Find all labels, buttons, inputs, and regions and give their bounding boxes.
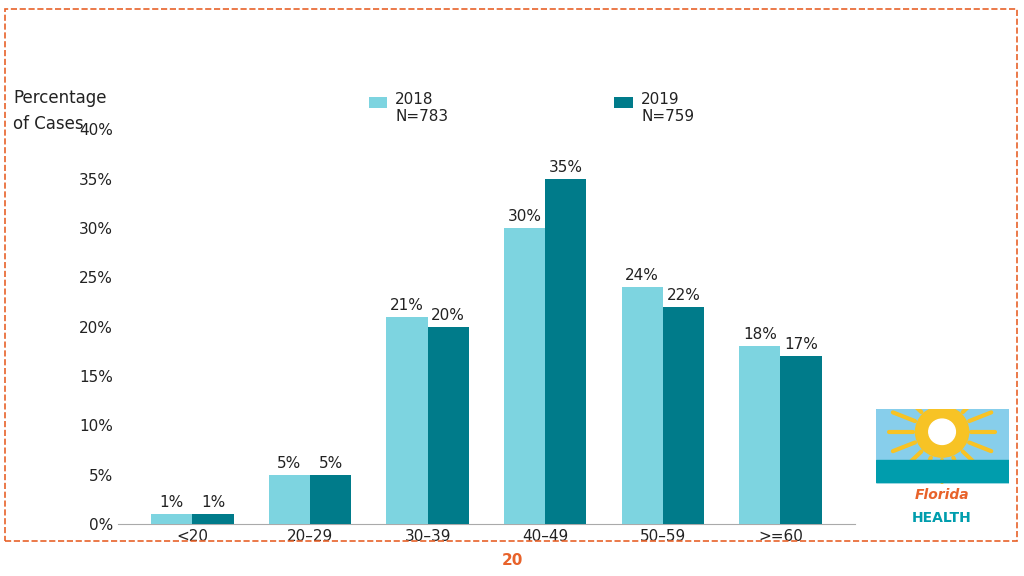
- Bar: [504, 228, 545, 524]
- Circle shape: [929, 419, 955, 445]
- Text: of Cases: of Cases: [13, 115, 84, 133]
- Bar: [545, 179, 587, 524]
- Text: Percentage: Percentage: [13, 89, 106, 107]
- Text: 21%: 21%: [390, 298, 424, 313]
- Bar: [739, 346, 780, 524]
- Bar: [428, 327, 469, 524]
- Bar: [876, 460, 1009, 483]
- Text: Florida: Florida: [914, 488, 970, 502]
- Text: 18%: 18%: [742, 328, 777, 343]
- Bar: [310, 475, 351, 524]
- Text: 30%: 30%: [508, 209, 542, 224]
- Text: 20%: 20%: [431, 308, 465, 323]
- Text: 5%: 5%: [318, 456, 343, 471]
- Bar: [386, 317, 428, 524]
- Text: 1%: 1%: [160, 495, 184, 510]
- Text: 35%: 35%: [549, 160, 583, 175]
- Bar: [780, 357, 821, 524]
- Text: 2019: 2019: [641, 92, 680, 107]
- Text: 20: 20: [502, 552, 522, 568]
- Bar: [152, 514, 193, 524]
- Text: 2018: 2018: [395, 92, 434, 107]
- Text: 17%: 17%: [784, 338, 818, 353]
- Bar: [876, 409, 1009, 483]
- Bar: [622, 287, 663, 524]
- Bar: [193, 514, 233, 524]
- Bar: [876, 409, 1009, 483]
- Text: 22%: 22%: [667, 288, 700, 303]
- Text: 5%: 5%: [278, 456, 301, 471]
- Text: N=759: N=759: [641, 109, 694, 124]
- Circle shape: [915, 407, 969, 457]
- Circle shape: [123, 548, 901, 572]
- Text: Acute Hepatitis B by Age Group: Acute Hepatitis B by Age Group: [140, 21, 884, 63]
- Text: 24%: 24%: [626, 268, 659, 283]
- Bar: [269, 475, 310, 524]
- Bar: [663, 307, 703, 524]
- Text: N=783: N=783: [395, 109, 449, 124]
- Text: 1%: 1%: [201, 495, 225, 510]
- Text: HEALTH: HEALTH: [912, 511, 972, 525]
